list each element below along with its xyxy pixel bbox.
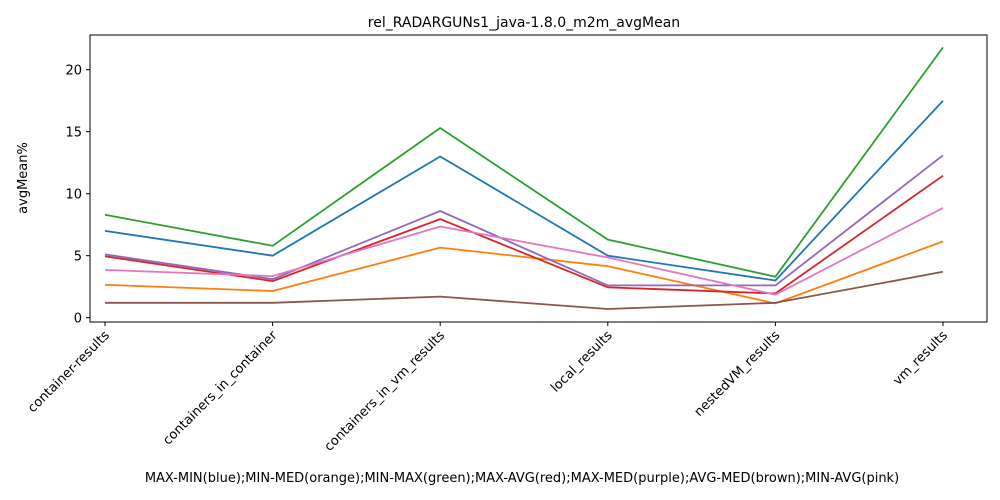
- y-tick-label: 15: [65, 126, 82, 141]
- y-axis: 0 5 10 15 20: [65, 64, 90, 327]
- series-line-6: [104, 207, 944, 296]
- x-axis: container-results containers_in_container…: [25, 322, 951, 455]
- x-axis-label: MAX-MIN(blue);MIN-MED(orange);MIN-MAX(gr…: [145, 471, 899, 486]
- y-axis-label: avgMean%: [16, 142, 31, 214]
- plot-frame: [89, 34, 988, 323]
- y-tick-label: 5: [74, 250, 82, 265]
- x-tick-label: containers_in_vm_results: [322, 328, 448, 454]
- chart-title: rel_RADARGUNs1_java-1.8.0_m2m_avgMean: [368, 15, 680, 31]
- x-tick-label: container-results: [25, 328, 113, 416]
- series-line-0: [104, 100, 944, 282]
- series-line-1: [104, 240, 944, 305]
- y-tick-label: 0: [74, 312, 82, 327]
- x-tick-label: nestedVM_results: [692, 328, 784, 420]
- x-tick-label: containers_in_container: [160, 328, 281, 449]
- x-tick-label: vm_results: [890, 328, 951, 389]
- series-line-3: [104, 174, 944, 295]
- y-tick-label: 20: [65, 64, 82, 79]
- series-layer: [104, 46, 944, 310]
- series-line-5: [105, 270, 944, 310]
- y-tick-label: 10: [65, 188, 82, 203]
- series-line-2: [104, 46, 944, 278]
- x-tick-label: local_results: [548, 328, 616, 396]
